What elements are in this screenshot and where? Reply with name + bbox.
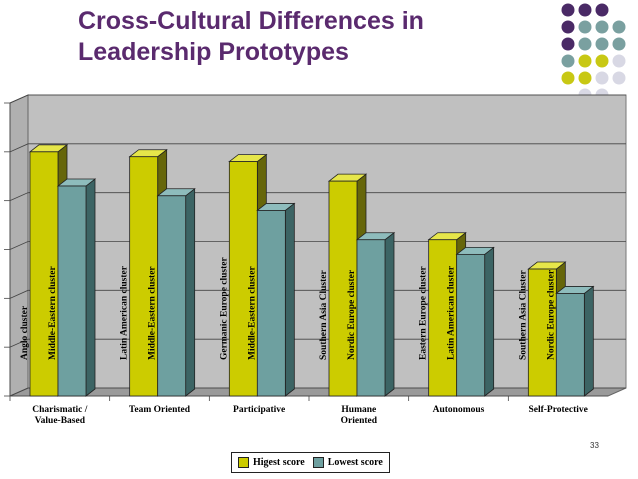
bar-lowest: [356, 239, 386, 397]
bar-lowest: [256, 210, 286, 397]
bar-cluster-label: Latin American cluster: [447, 265, 457, 360]
decor-dot: [561, 71, 575, 85]
bar-lowest: [456, 253, 486, 397]
x-tick-label: Autonomous: [433, 405, 485, 415]
legend-label-highest: Higest score: [253, 457, 305, 468]
gridline: [9, 94, 626, 104]
bar-cluster-label: Southern Asia Cluster: [319, 269, 329, 360]
bar-cluster-label: Nordic Europe cluster: [546, 269, 556, 360]
bar-cluster-label: Middle-Eastern cluster: [247, 266, 257, 360]
x-tick-label: Value-Based: [35, 416, 86, 426]
decor-dot: [595, 20, 609, 34]
decor-dot: [578, 71, 592, 85]
decor-dot: [595, 54, 609, 68]
bar-highest: [129, 156, 159, 397]
bar-lowest-side: [85, 178, 96, 397]
gridline: [9, 241, 626, 250]
slide-title-line-1: Cross-Cultural Differences in: [78, 7, 424, 35]
x-tick-label: Self-Protective: [528, 405, 587, 415]
x-tick-label: Participative: [233, 405, 285, 415]
legend-label-lowest: Lowest score: [327, 457, 383, 468]
decor-dot: [561, 54, 575, 68]
bar-lowest-side: [484, 246, 495, 397]
slide-title-line-2: Leadership Prototypes: [78, 38, 349, 66]
decor-dot: [578, 3, 592, 17]
bar-lowest-side: [384, 231, 395, 397]
bar-cluster-label: Middle-Eastern cluster: [148, 266, 158, 360]
page-number: 33: [590, 441, 599, 450]
x-tick-label: Humane: [341, 405, 376, 415]
bar-cluster-label: Latin American cluster: [120, 265, 130, 360]
bar-lowest-side: [284, 202, 295, 397]
decor-dot: [561, 20, 575, 34]
gridline: [9, 192, 626, 202]
bar-highest: [328, 180, 358, 397]
decor-dot: [612, 54, 626, 68]
gridline: [9, 289, 626, 299]
bar-lowest-side: [583, 285, 594, 397]
legend-swatch-lowest: [312, 457, 324, 468]
decor-dot: [612, 20, 626, 34]
bar-highest: [29, 151, 59, 397]
decor-dot: [595, 71, 609, 85]
x-tick-label: Charismatic /: [32, 405, 88, 415]
bar-cluster-label: Middle-Eastern cluster: [48, 266, 58, 360]
bar-lowest-side: [185, 187, 196, 397]
gridline: [9, 143, 626, 153]
legend-item-lowest: Lowest score: [312, 457, 383, 468]
x-tick-label: Oriented: [341, 416, 378, 426]
bar-cluster-label: Nordic Europe cluster: [347, 269, 357, 360]
decor-dot: [561, 37, 575, 51]
decor-dot: [595, 37, 609, 51]
bar-highest: [527, 268, 557, 397]
gridline: [9, 387, 626, 397]
x-tick-label: Team Oriented: [129, 405, 191, 415]
bar-cluster-label: Eastern Europe cluster: [419, 265, 429, 360]
decor-dot: [578, 54, 592, 68]
bar-lowest: [157, 195, 187, 397]
decor-dot: [612, 37, 626, 51]
bar-cluster-label: Germanic Europe cluster: [219, 256, 229, 360]
legend-item-highest: Higest score: [238, 457, 305, 468]
decor-dot: [595, 3, 609, 17]
bar-lowest: [555, 293, 585, 397]
decor-dot: [612, 71, 626, 85]
bar-lowest: [57, 185, 87, 397]
decor-dot: [561, 3, 575, 17]
bar-cluster-label: Anglo cluster: [20, 305, 30, 360]
decor-dot: [578, 20, 592, 34]
gridline: [9, 338, 626, 348]
slide-title: Cross-Cultural Differences in Leadership…: [78, 6, 498, 68]
chart-legend: Higest score Lowest score: [231, 452, 390, 473]
legend-swatch-highest: [238, 457, 249, 468]
decor-dot: [578, 37, 592, 51]
bar-cluster-label: Southern Asia Cluster: [518, 269, 528, 360]
bar-highest: [228, 161, 258, 397]
